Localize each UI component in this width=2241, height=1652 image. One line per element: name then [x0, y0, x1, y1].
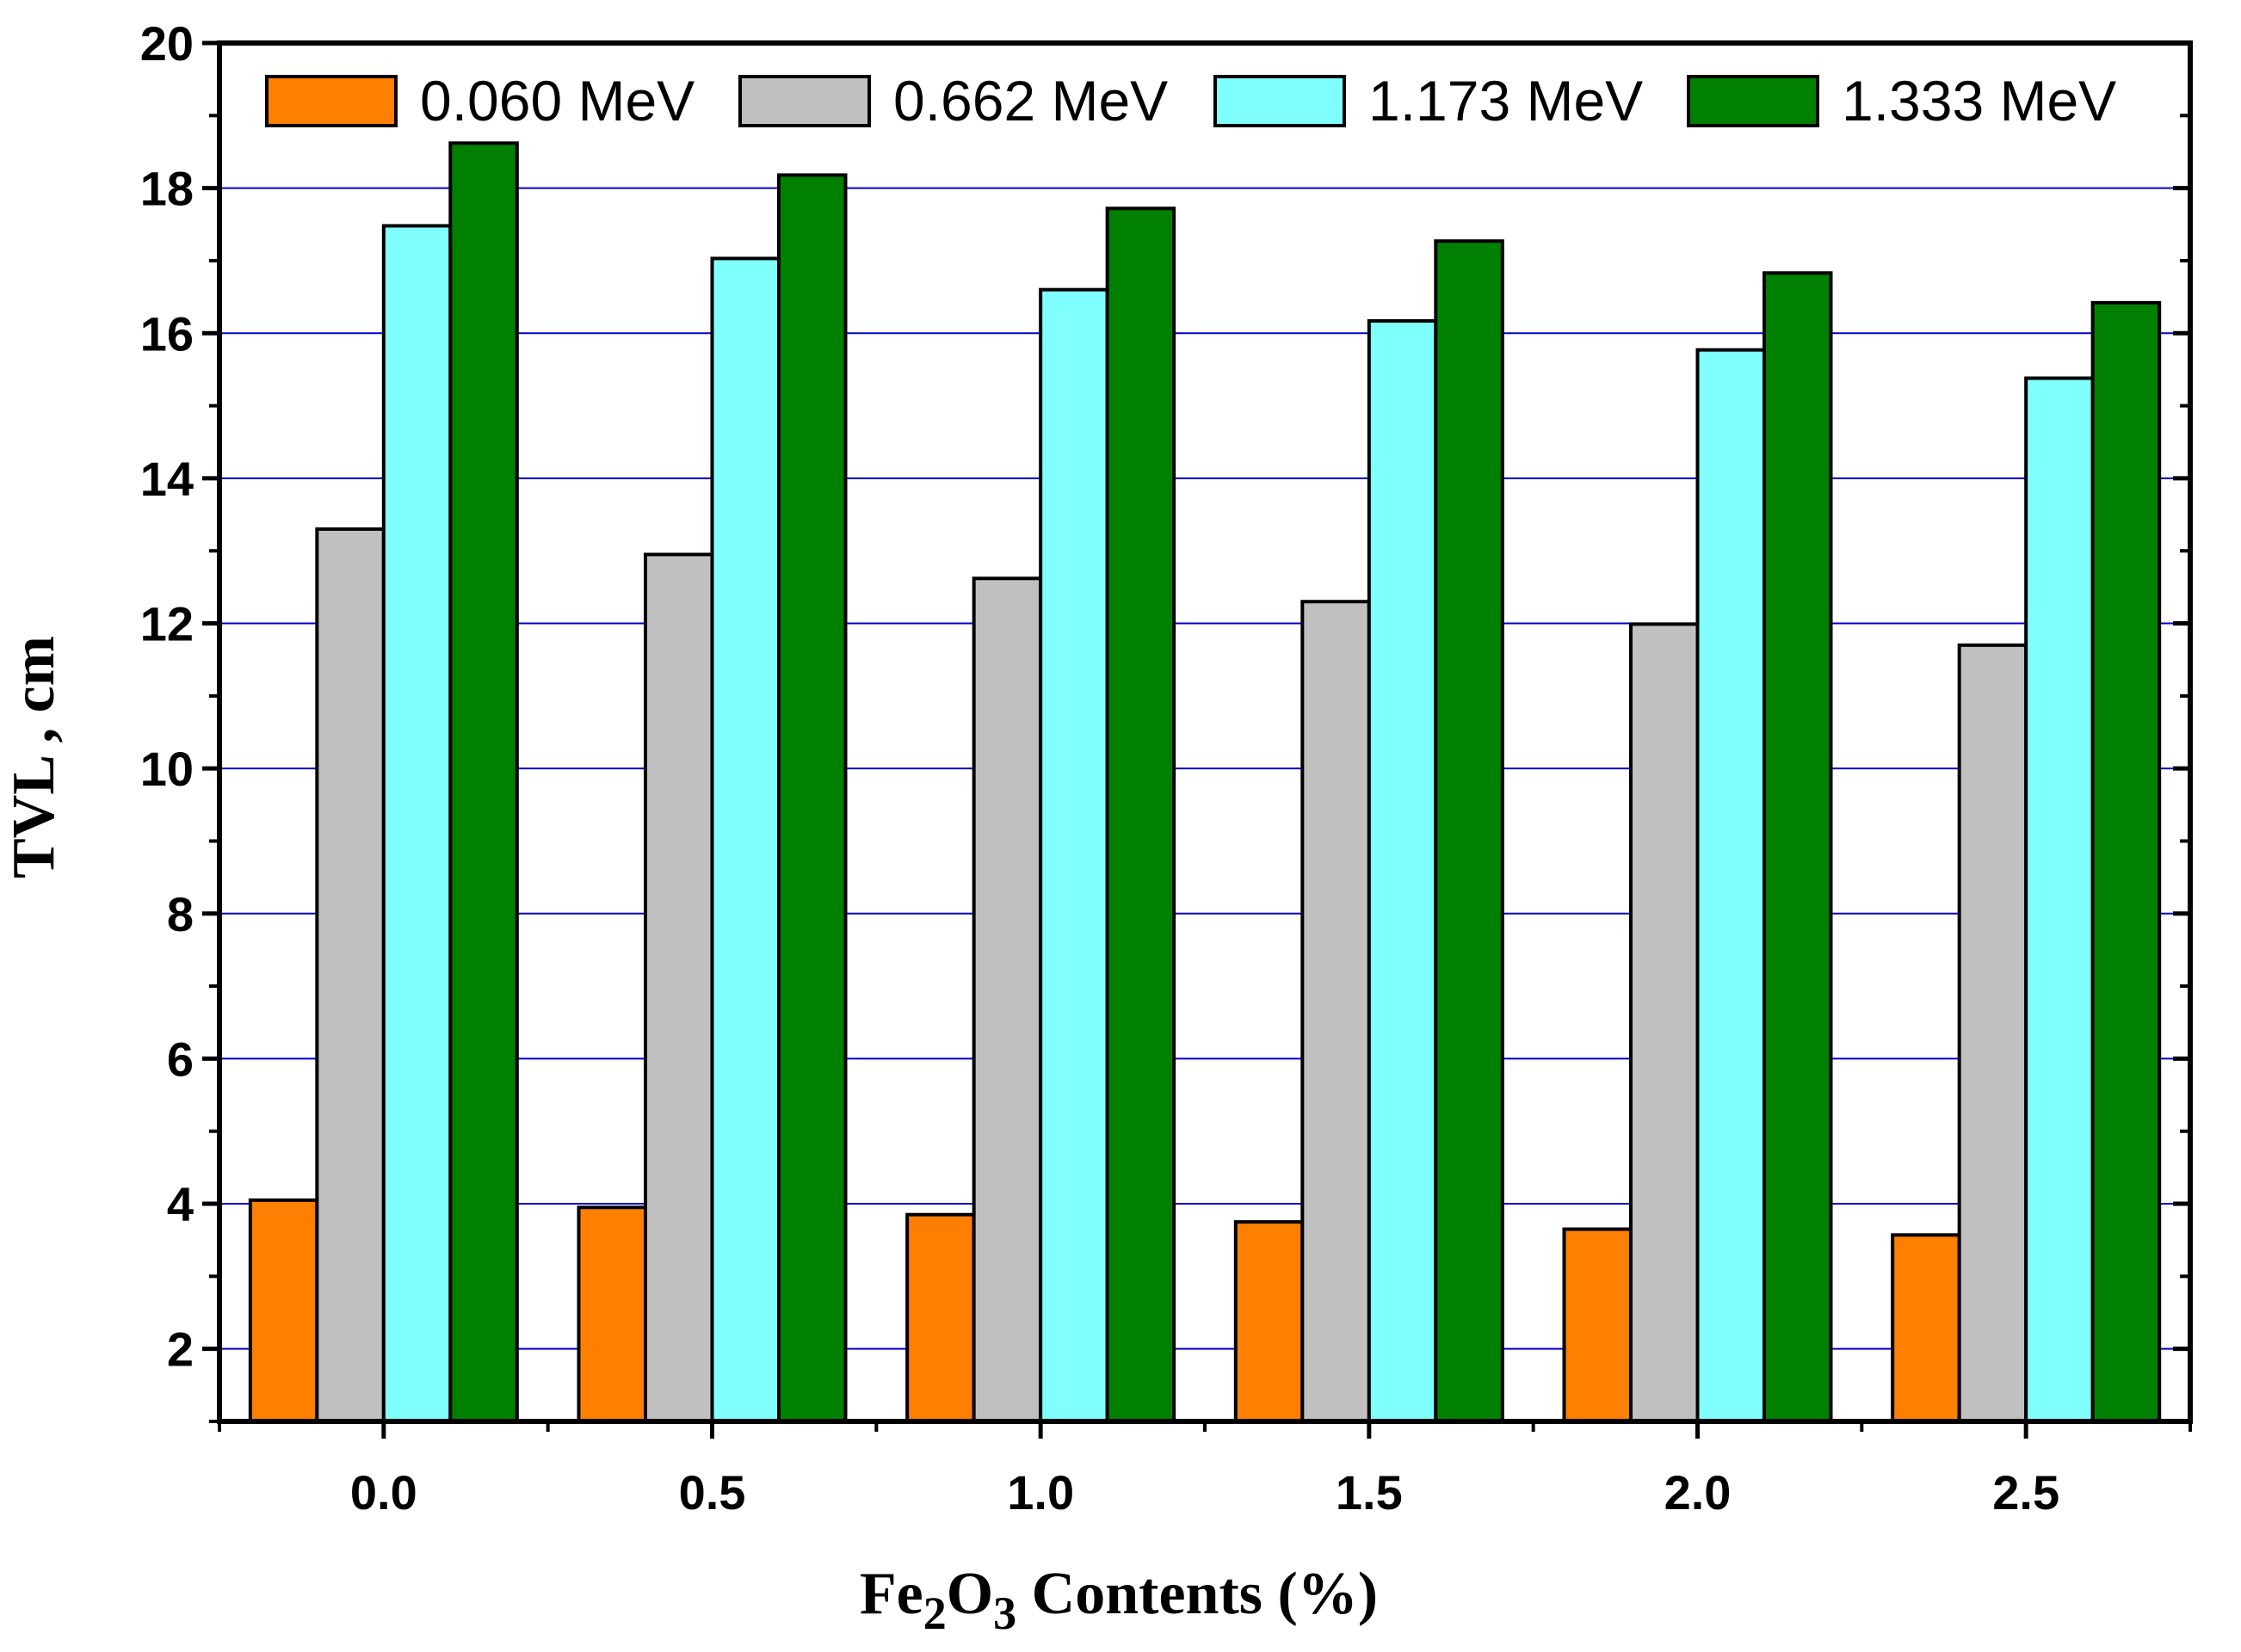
y-tick-label-18: 18	[140, 162, 194, 216]
bar-1.173-mev-1.0	[1039, 287, 1109, 1423]
bar-0.060-mev-0.0	[248, 1198, 319, 1423]
bar-1.333-mev-1.0	[1105, 206, 1176, 1424]
bar-1.333-mev-2.5	[2090, 300, 2162, 1423]
bar-0.060-mev-1.5	[1233, 1220, 1305, 1424]
bar-1.333-mev-0.0	[448, 141, 519, 1423]
y-tick-label-2: 2	[167, 1322, 194, 1377]
x-tick-label-0.5: 0.5	[679, 1465, 746, 1519]
legend-label-1.333-mev: 1.333 MeV	[1842, 69, 2116, 133]
y-tick-label-4: 4	[167, 1177, 194, 1231]
legend-swatch-0.060-mev	[265, 75, 398, 127]
legend-label-0.060-mev: 0.060 MeV	[420, 69, 695, 133]
x-title-fe: Fe	[860, 1561, 923, 1627]
bar-0.060-mev-0.5	[577, 1205, 647, 1424]
bar-0.662-mev-1.5	[1300, 600, 1371, 1423]
legend-swatch-1.173-mev	[1213, 75, 1346, 127]
x-title-rest: Contents (%)	[1016, 1561, 1378, 1627]
x-axis-title: Fe2O3 Contents (%)	[860, 1561, 1378, 1639]
x-tick-label-2.5: 2.5	[1992, 1465, 2059, 1519]
x-tick-label-1.5: 1.5	[1336, 1465, 1403, 1519]
grid-lines	[219, 187, 2190, 1350]
x-title-sub-3: 3	[993, 1587, 1016, 1639]
bar-0.060-mev-2.5	[1891, 1233, 1961, 1424]
bar-0.060-mev-1.0	[905, 1212, 976, 1423]
y-tick-label-8: 8	[167, 887, 194, 941]
legend-swatch-0.662-mev	[738, 75, 871, 127]
y-tick-label-10: 10	[140, 742, 194, 796]
bar-1.173-mev-2.5	[2024, 376, 2095, 1423]
bar-0.662-mev-2.0	[1629, 622, 1700, 1423]
legend-swatch-1.333-mev	[1687, 75, 1819, 127]
y-tick-label-20: 20	[140, 16, 194, 71]
bar-0.662-mev-2.5	[1957, 643, 2028, 1423]
y-tick-label-6: 6	[167, 1032, 194, 1086]
x-tick-label-1.0: 1.0	[1007, 1465, 1074, 1519]
y-tick-label-12: 12	[140, 597, 194, 651]
bar-1.173-mev-2.0	[1695, 348, 1766, 1424]
bar-0.662-mev-0.5	[644, 552, 714, 1423]
bar-1.173-mev-1.5	[1367, 318, 1438, 1424]
bar-0.662-mev-1.0	[972, 576, 1043, 1423]
bar-1.173-mev-0.5	[710, 256, 781, 1424]
y-axis-title: TVL , cm	[1, 636, 67, 878]
legend: 0.060 MeV 0.662 MeV 1.173 MeV 1.333 MeV	[265, 69, 2116, 133]
bar-1.333-mev-0.5	[777, 173, 848, 1424]
legend-label-1.173-mev: 1.173 MeV	[1368, 69, 1643, 133]
bar-0.060-mev-2.0	[1562, 1227, 1633, 1423]
legend-label-0.662-mev: 0.662 MeV	[893, 69, 1168, 133]
bars	[248, 141, 2162, 1424]
x-title-sub-2: 2	[923, 1587, 947, 1639]
x-title-o: O	[947, 1561, 993, 1627]
ticks: 2 4 6 8 10 12 14 16 18 20 0.0 0.5 1.0 1.5 2.0 2.5	[140, 16, 2192, 1519]
x-tick-label-0.0: 0.0	[350, 1465, 417, 1519]
bar-0.662-mev-0.0	[315, 527, 386, 1423]
bar-1.333-mev-1.5	[1434, 239, 1504, 1423]
y-tick-label-16: 16	[140, 306, 194, 361]
x-tick-label-2.0: 2.0	[1664, 1465, 1732, 1519]
bar-1.173-mev-0.0	[381, 224, 453, 1423]
y-tick-label-14: 14	[140, 452, 194, 506]
bar-1.333-mev-2.0	[1763, 271, 1833, 1424]
